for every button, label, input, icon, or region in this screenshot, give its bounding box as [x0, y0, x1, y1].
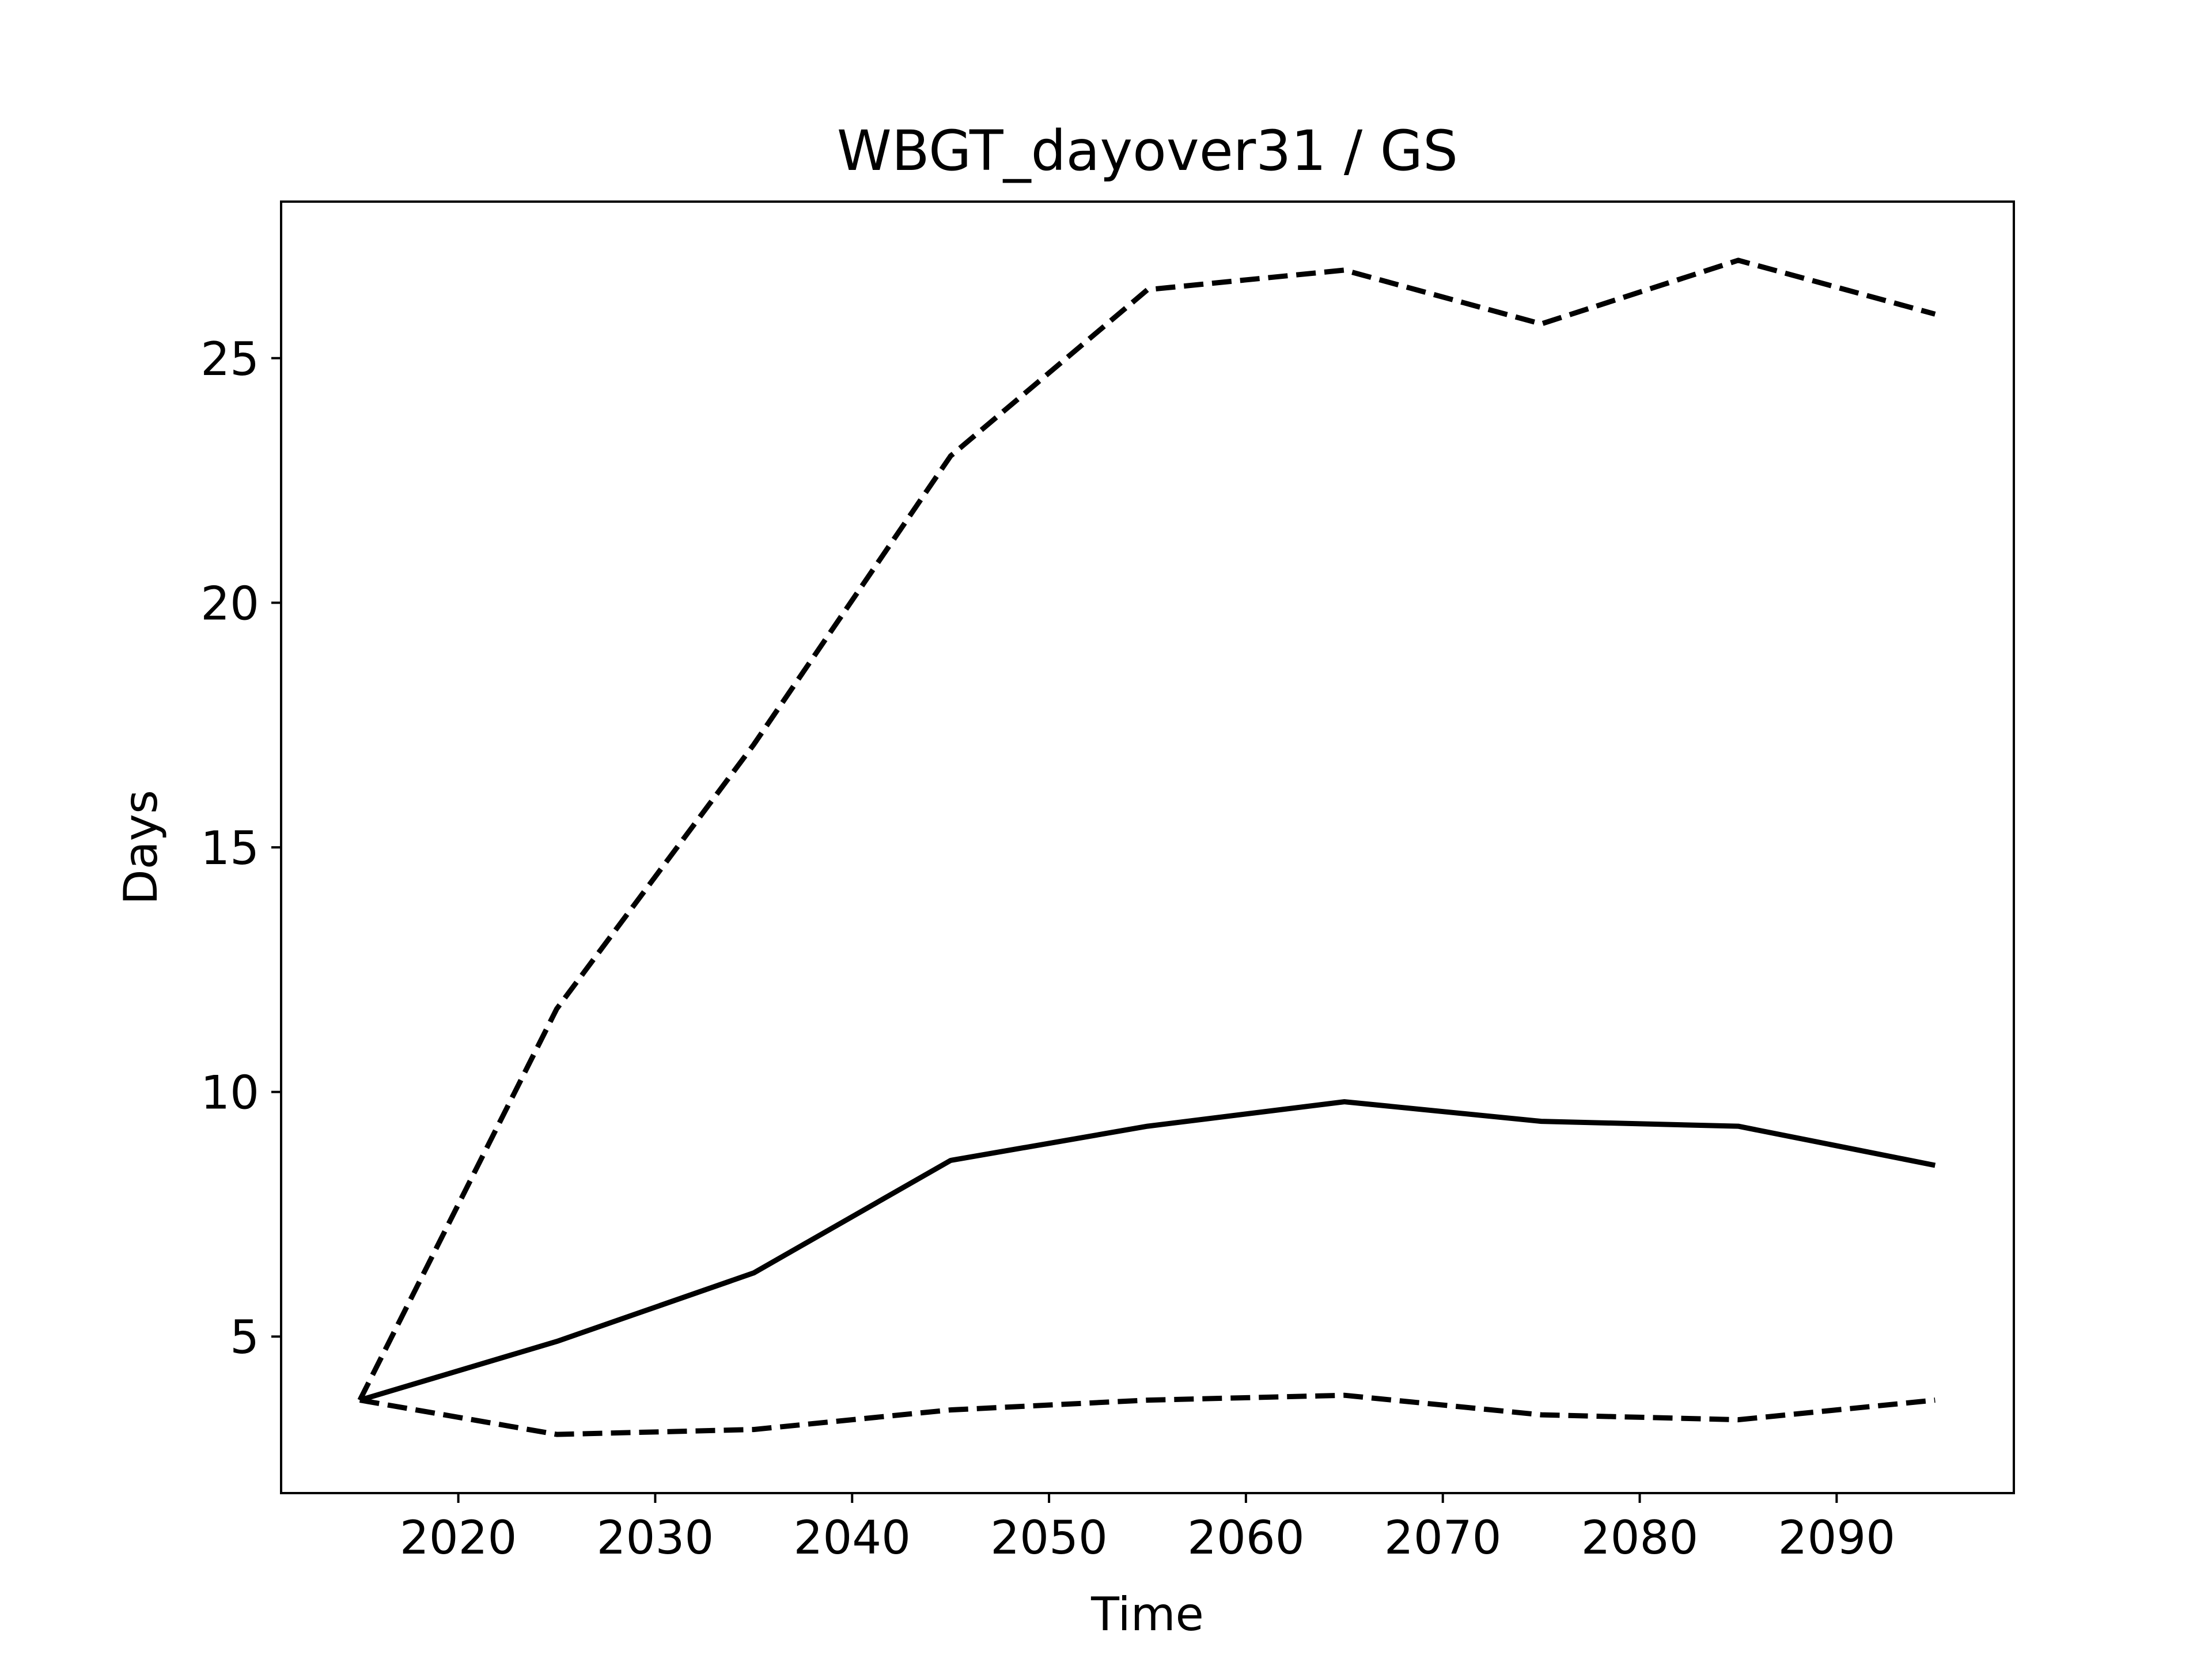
x-tick-label: 2070: [1384, 1511, 1502, 1565]
x-tick-label: 2020: [400, 1511, 517, 1565]
series-line-2: [357, 257, 1936, 1402]
x-tick-label: 2090: [1778, 1511, 1896, 1565]
y-axis-label: Days: [114, 790, 168, 905]
series-layer: [357, 257, 1936, 1437]
chart-title: WBGT_dayover31 / GS: [837, 119, 1458, 183]
y-tick-label: 25: [200, 332, 259, 386]
plot-frame: [280, 200, 2015, 1494]
x-tick-label: 2060: [1187, 1511, 1305, 1565]
series-line-3: [359, 1392, 1936, 1437]
y-tick-label: 10: [200, 1066, 259, 1120]
x-tick-label: 2030: [597, 1511, 714, 1565]
x-tick-label: 2050: [990, 1511, 1108, 1565]
y-axis: 5 10 15 20 25: [200, 332, 281, 1364]
x-tick-label: 2080: [1581, 1511, 1699, 1565]
x-tick-label: 2040: [793, 1511, 911, 1565]
y-tick-label: 5: [230, 1310, 259, 1364]
x-axis-label: Time: [1090, 1588, 1204, 1641]
y-tick-label: 20: [200, 577, 259, 630]
y-tick-label: 15: [200, 821, 259, 875]
x-axis: 2020 2030 2040 2050 2060 2070 2080 2090: [400, 1493, 1895, 1565]
series-line-1: [359, 1099, 1936, 1403]
